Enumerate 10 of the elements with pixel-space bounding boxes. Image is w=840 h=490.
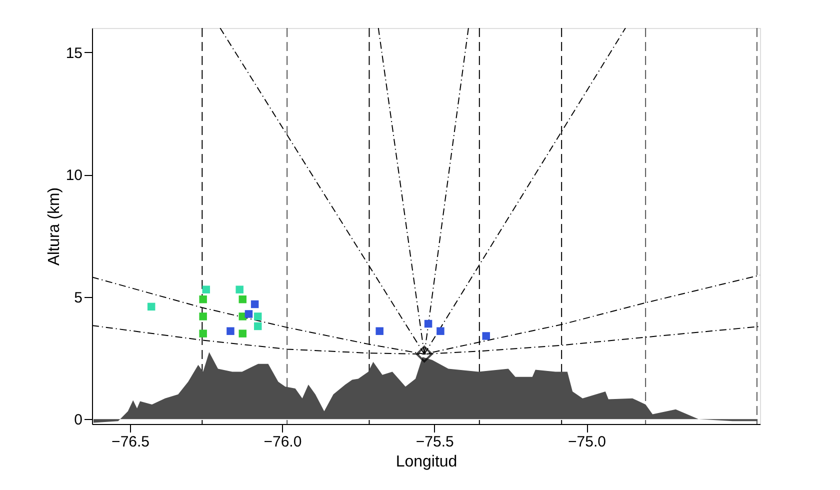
y-tick-label: 0	[74, 412, 82, 429]
x-tick-label: −75.5	[416, 434, 454, 450]
x-tick-label: −75.0	[568, 434, 606, 450]
y-tick-label: 15	[66, 44, 82, 62]
y-axis-title: Altura (km)	[46, 187, 63, 266]
y-tick-label: 5	[74, 289, 82, 306]
x-axis-title: Longitud	[396, 454, 458, 470]
x-tick-label: −76.0	[264, 434, 302, 450]
y-tick-label: 10	[66, 167, 82, 184]
x-tick-label: −76.5	[112, 434, 150, 450]
